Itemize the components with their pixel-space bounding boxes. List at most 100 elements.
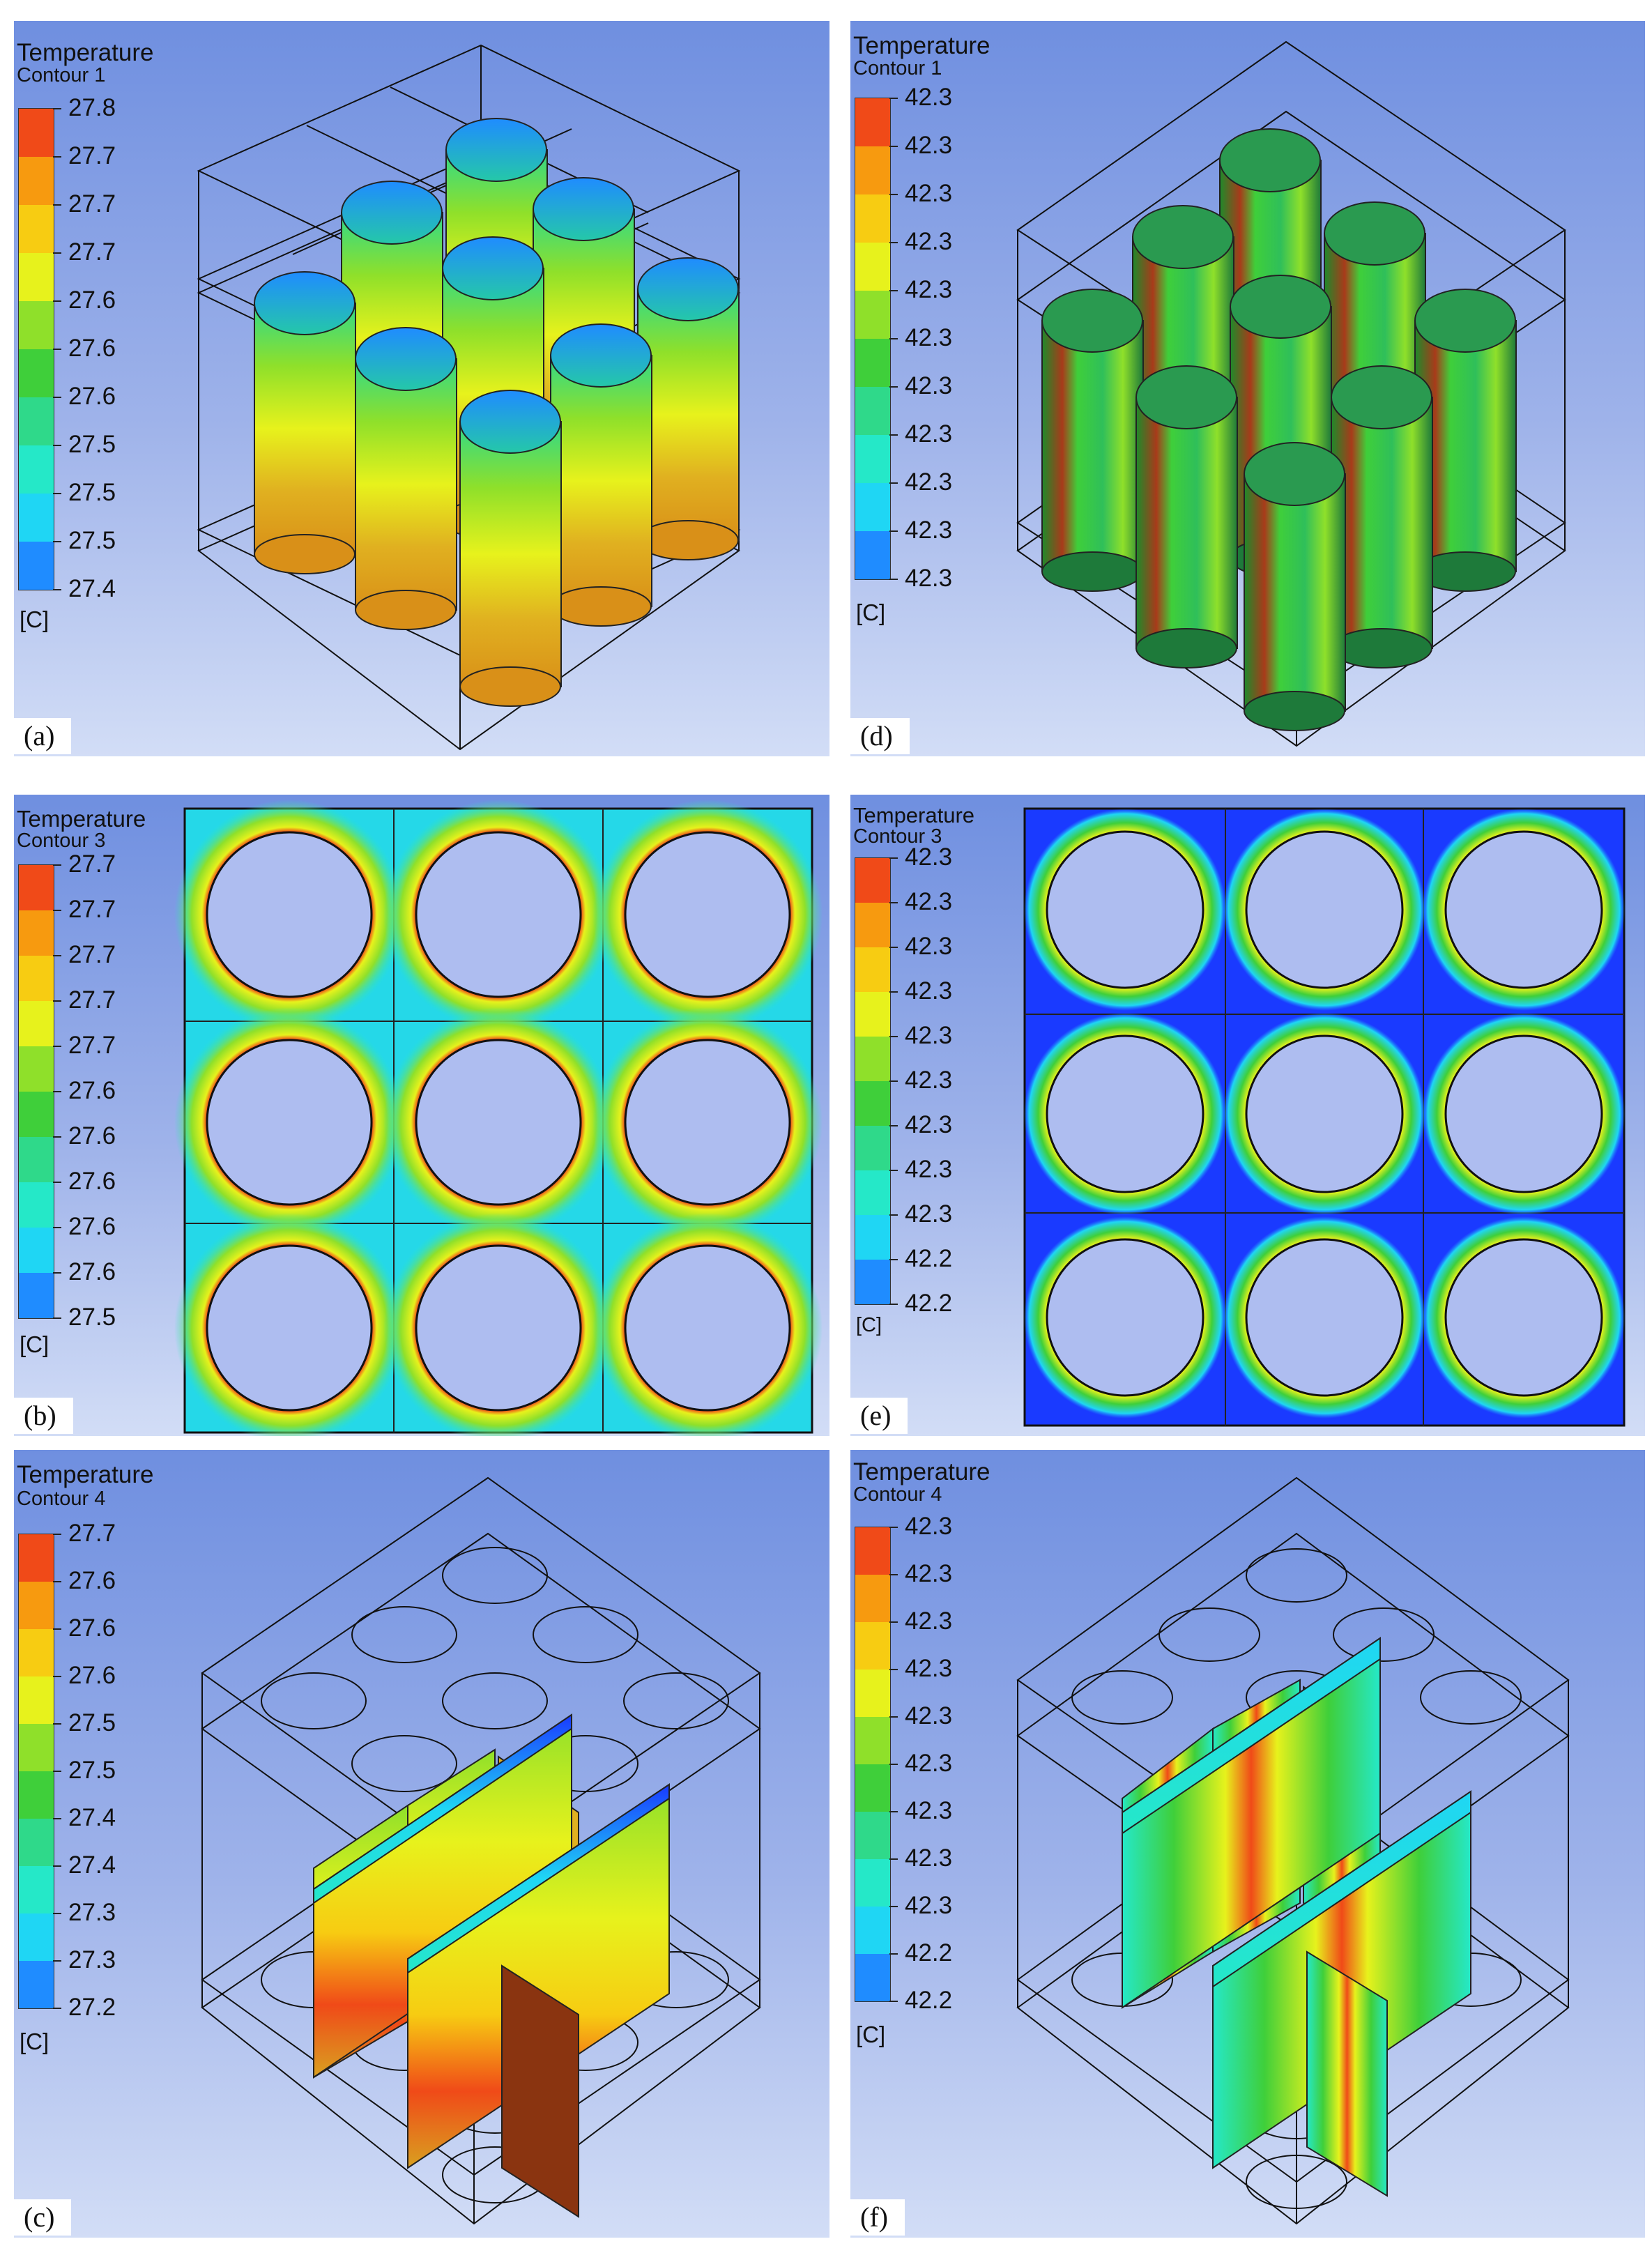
legend-tick-label: 27.3 <box>68 1946 116 1973</box>
legend-tick-mark <box>53 589 61 590</box>
legend-tick-mark <box>889 991 898 993</box>
legend-tick-label: 42.2 <box>905 1290 953 1317</box>
legend-tick-label: 27.8 <box>68 94 116 121</box>
legend-tick-label: 27.6 <box>68 1567 116 1594</box>
legend-tick-mark <box>53 493 61 494</box>
legend-color-bar <box>855 98 891 580</box>
legend-tick-mark <box>889 902 898 903</box>
legend-color-band <box>19 1866 54 1913</box>
legend-tick-mark <box>889 434 898 436</box>
legend-tick-label: 42.3 <box>905 1655 953 1682</box>
legend-subtitle: Contour 3 <box>17 830 106 852</box>
legend-tick-label: 27.7 <box>68 941 116 968</box>
legend-tick-label: 27.4 <box>68 1851 116 1879</box>
legend-tick-mark <box>53 1182 61 1183</box>
legend-color-band <box>855 1622 890 1670</box>
legend-tick-label: 42.2 <box>905 1987 953 2014</box>
legend-tick-label: 27.2 <box>68 1994 116 2021</box>
legend-color-band <box>855 146 890 194</box>
legend-color-band <box>19 1534 54 1582</box>
legend-title: Temperature <box>853 1458 991 1485</box>
legend-color-band <box>855 947 890 992</box>
legend-tick-label: 27.6 <box>68 1662 116 1689</box>
panel-d: Temperature Contour 1 [C] 42.3 42.3 42.3 42… <box>850 21 1645 756</box>
battery-cylinders-3d-view <box>1016 40 1566 747</box>
panel-label-a: (a) <box>14 718 72 754</box>
legend-tick-label: 42.3 <box>905 324 953 351</box>
battery-cross-section-top-view <box>174 800 823 1436</box>
panel-e: Temperature Contour 3 [C] 42.3 42.3 42.3 42… <box>850 795 1645 1436</box>
legend-tick-label: 42.3 <box>905 1797 953 1824</box>
legend-tick-label: 27.7 <box>68 190 116 217</box>
legend-tick-label: 42.3 <box>905 372 953 399</box>
panel-c: Temperature Contour 4 [C] 27.7 27.6 27.6 27… <box>14 1450 829 2238</box>
legend-title: Temperature <box>853 32 991 59</box>
legend-tick-mark <box>889 1259 898 1260</box>
legend-color-band <box>19 109 54 157</box>
legend-tick-label: 42.3 <box>905 1067 953 1094</box>
panel-f: Temperature Contour 4 [C] 42.3 42.3 42.3 42… <box>850 1450 1645 2238</box>
legend-color-band <box>19 1676 54 1724</box>
legend-color-band <box>19 349 54 397</box>
legend-subtitle: Contour 1 <box>17 64 106 86</box>
legend-color-band <box>855 291 890 339</box>
legend-tick-mark <box>53 1581 61 1582</box>
legend-tick-label: 27.6 <box>68 1122 116 1149</box>
legend-color-band <box>19 1913 54 1961</box>
legend-tick-label: 27.5 <box>68 1304 116 1331</box>
legend-subtitle: Contour 4 <box>17 1488 106 1510</box>
legend-color-band <box>19 542 54 590</box>
legend-color-band <box>855 903 890 947</box>
legend-color-band <box>855 1170 890 1215</box>
legend-tick-label: 27.7 <box>68 142 116 169</box>
legend-tick-mark <box>889 1125 898 1126</box>
legend-tick-label: 42.3 <box>905 1513 953 1540</box>
legend-tick-label: 27.7 <box>68 896 116 923</box>
legend-color-band <box>19 865 54 910</box>
legend-title: Temperature <box>853 803 975 827</box>
legend-color-band <box>19 445 54 494</box>
legend-tick-mark <box>889 1621 898 1623</box>
legend-tick-mark <box>889 1080 898 1082</box>
legend-tick-mark <box>889 579 898 580</box>
legend-tick-mark <box>889 530 898 532</box>
legend-tick-label: 42.3 <box>905 1844 953 1872</box>
legend-tick-label: 42.3 <box>905 1560 953 1587</box>
legend-color-band <box>855 1717 890 1764</box>
legend-tick-label: 42.3 <box>905 888 953 915</box>
legend-color-band <box>19 301 54 349</box>
legend-tick-label: 27.6 <box>68 1258 116 1285</box>
legend-tick-mark <box>889 1214 898 1216</box>
legend-tick-label: 27.3 <box>68 1899 116 1926</box>
legend-color-band <box>19 1629 54 1676</box>
legend-tick-label: 42.3 <box>905 843 953 871</box>
legend-color-band <box>19 1137 54 1182</box>
legend-color-band <box>855 992 890 1037</box>
legend-tick-label: 42.3 <box>905 1607 953 1635</box>
legend-tick-mark <box>53 955 61 956</box>
legend-tick-label: 27.5 <box>68 1757 116 1784</box>
battery-cross-section-top-view <box>1023 807 1626 1427</box>
panel-b: Temperature Contour 3 [C] 27.7 27.7 27.7 27… <box>14 795 829 1436</box>
legend-tick-mark <box>889 1527 898 1528</box>
legend-tick-mark <box>889 1574 898 1575</box>
legend-tick-mark <box>889 386 898 388</box>
legend-tick-mark <box>53 1534 61 1535</box>
legend-tick-label: 42.3 <box>905 517 953 544</box>
legend-tick-label: 27.7 <box>68 850 116 878</box>
legend-tick-label: 42.2 <box>905 1245 953 1272</box>
legend-tick-label: 27.6 <box>68 1077 116 1104</box>
legend-tick-mark <box>53 1227 61 1228</box>
legend-title: Temperature <box>17 806 146 832</box>
legend-color-bar <box>18 864 54 1319</box>
legend-color-band <box>855 435 890 483</box>
legend-tick-label: 42.3 <box>905 933 953 960</box>
legend-tick-label: 42.2 <box>905 1939 953 1966</box>
legend-tick-label: 42.3 <box>905 1200 953 1228</box>
legend-tick-mark <box>53 1091 61 1092</box>
legend-tick-mark <box>889 98 898 99</box>
legend-unit: [C] <box>20 606 49 632</box>
legend-tick-mark <box>889 1953 898 1955</box>
panel-a: Temperature Contour 1 [C] 27.8 27.7 27.7 27… <box>14 21 829 756</box>
legend-tick-mark <box>53 1628 61 1630</box>
